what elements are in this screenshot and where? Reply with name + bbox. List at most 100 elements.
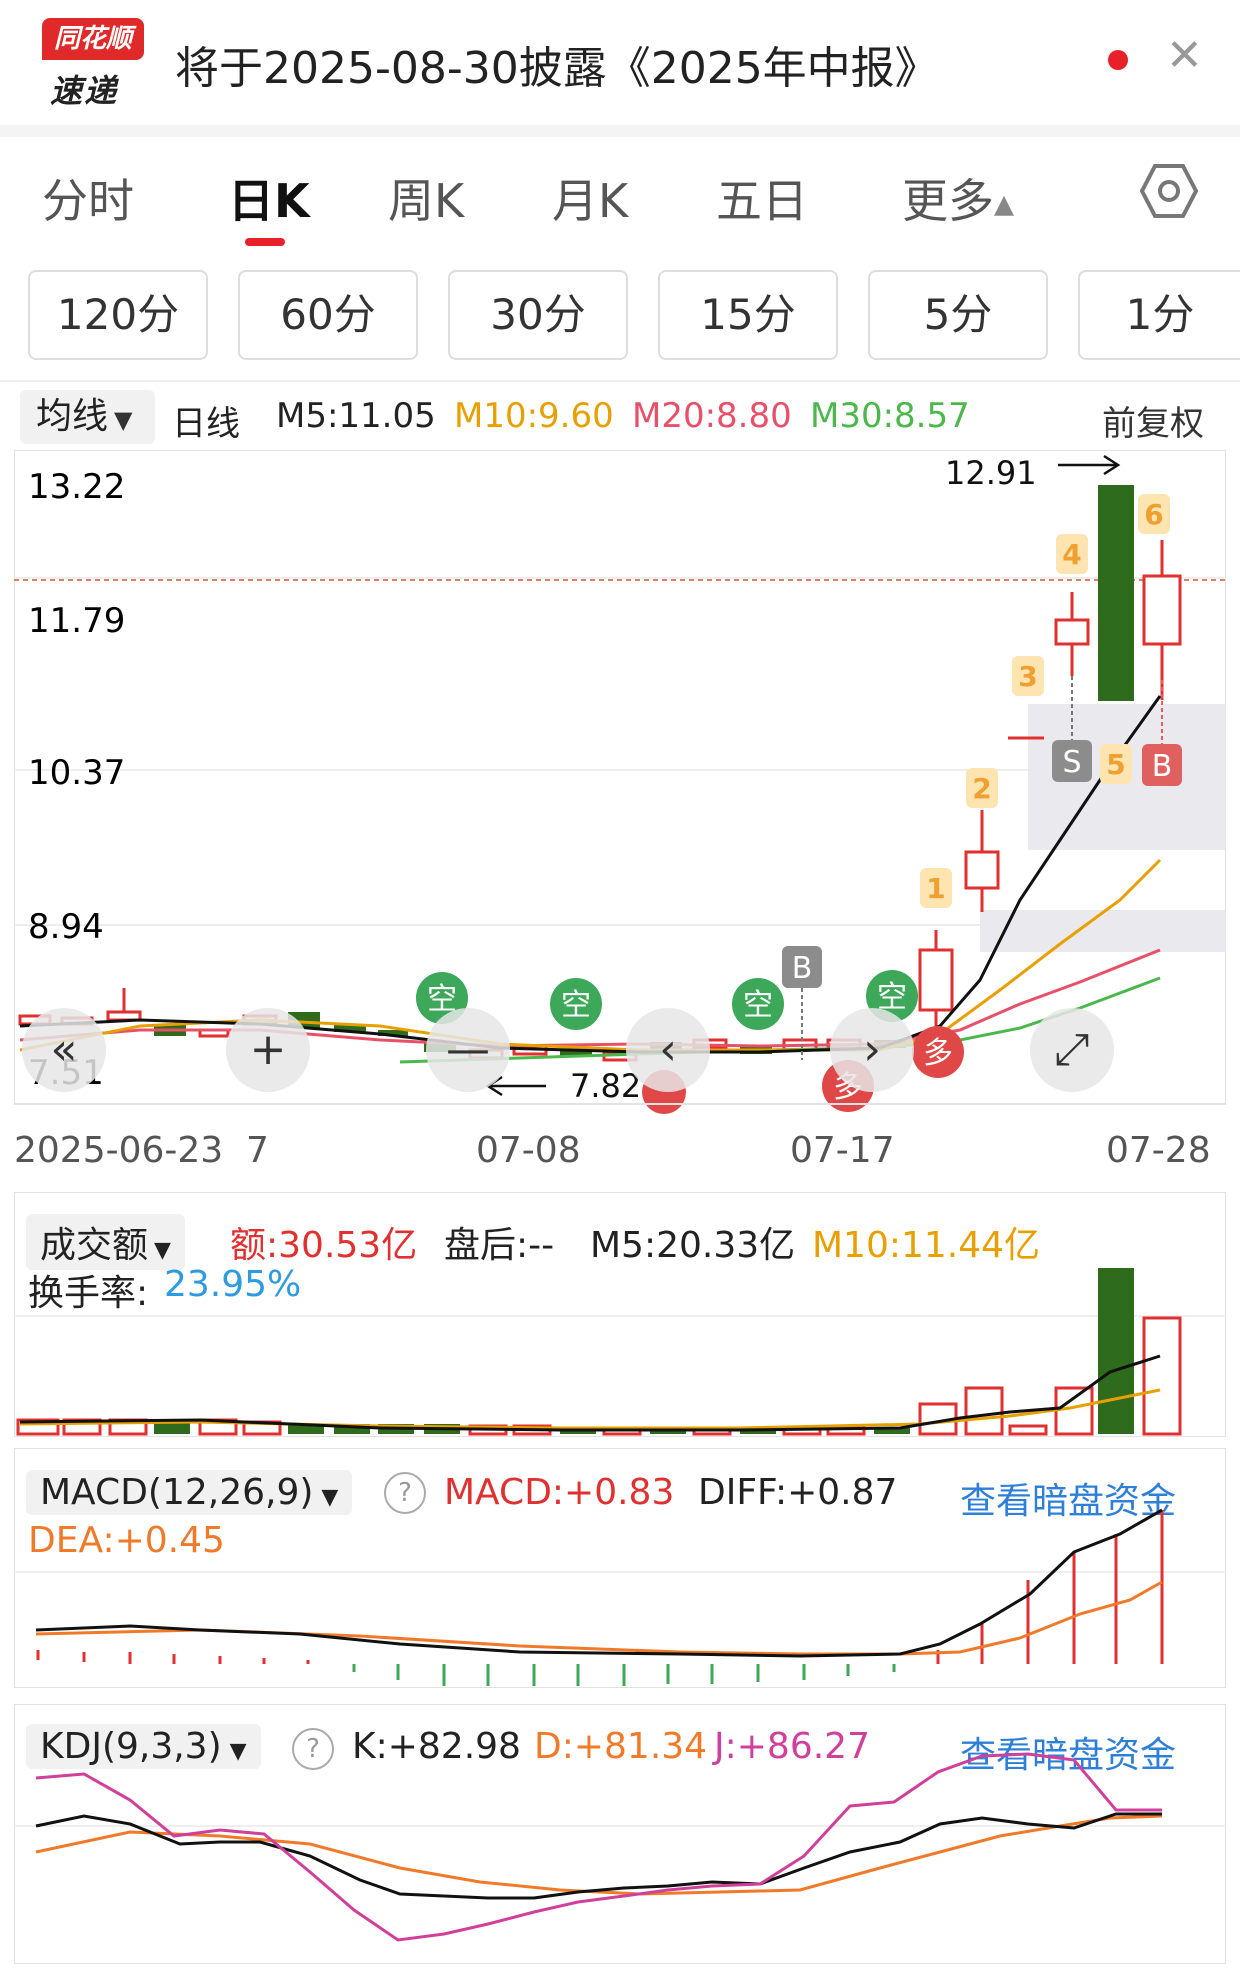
interval-15m-button[interactable]: 15分 [658, 270, 838, 360]
volume-bar [1008, 1424, 1048, 1436]
kdj-k-value: K:+82.98 [352, 1726, 521, 1767]
chevron-down-icon: ▼ [229, 1739, 247, 1764]
low-price-label: 7.82 [570, 1067, 641, 1105]
tab-more[interactable]: 更多▲ [902, 165, 1014, 231]
buy-marker-text: B [1152, 749, 1173, 784]
scroll-far-left-button[interactable]: « [22, 1008, 106, 1092]
y-tick-label: 11.79 [28, 601, 125, 641]
signal-number-2: 2 [972, 772, 991, 805]
x-tick-label-partial: 7 [246, 1130, 269, 1171]
x-tick-label: 07-17 [790, 1130, 895, 1171]
duo-bubble [912, 1026, 964, 1078]
divider [0, 125, 1240, 137]
interval-5m-button[interactable]: 5分 [868, 270, 1048, 360]
ma-selector-label: 均线 [36, 396, 109, 437]
ma5-value: M5:11.05 [276, 396, 436, 436]
tab-minute[interactable]: 分时 [42, 174, 134, 228]
period-label: 日线 [172, 404, 240, 444]
x-tick-label: 07-28 [1106, 1130, 1211, 1171]
signal-number-1: 1 [926, 872, 945, 905]
sell-marker-text: S [1062, 745, 1081, 780]
app-logo: 同花顺 速递 [42, 18, 144, 110]
prev-candle-button[interactable]: ‹ [626, 1008, 710, 1092]
signal-number-5: 5 [1106, 748, 1125, 781]
macd-selector[interactable]: MACD(12,26,9) ▼ [26, 1470, 353, 1515]
kong-text: 空 [743, 988, 773, 1023]
caret-up-icon: ▲ [994, 189, 1014, 220]
candle [378, 1030, 408, 1036]
macd-panel[interactable] [14, 1448, 1226, 1688]
tab-five-day[interactable]: 五日 [716, 174, 808, 228]
close-icon[interactable]: ✕ [1166, 30, 1203, 81]
dark-pool-link[interactable]: 查看暗盘资金 [960, 1481, 1177, 1522]
x-tick-label: 2025-06-23 [14, 1130, 224, 1171]
support-zone [980, 910, 1226, 952]
tab-monthly-k[interactable]: 月K [552, 174, 629, 228]
duo-text: 多 [923, 1036, 953, 1071]
signal-tag-2 [966, 768, 998, 808]
interval-60m-button[interactable]: 60分 [238, 270, 418, 360]
ma30-value: M30:8.57 [810, 396, 970, 436]
notification-banner[interactable]: 同花顺 速递 将于2025-08-30披露《2025年中报》 ✕ [0, 0, 1240, 125]
macd-chart [14, 1508, 1226, 1686]
y-tick-label: 8.94 [28, 907, 104, 947]
interval-1m-button[interactable]: 1分 [1078, 270, 1240, 360]
unread-dot [1108, 50, 1128, 70]
turnover-value: 23.95% [164, 1264, 302, 1305]
signal-tag-4 [1056, 534, 1088, 574]
signal-tag-5 [1100, 744, 1132, 784]
candle [1142, 574, 1182, 646]
macd-histogram [36, 1510, 1164, 1686]
diff-value: DIFF:+0.87 [698, 1472, 898, 1513]
signal-number-3: 3 [1018, 660, 1037, 693]
interval-30m-button[interactable]: 30分 [448, 270, 628, 360]
tab-daily-k[interactable]: 日K [228, 174, 310, 228]
settings-icon[interactable] [1140, 162, 1198, 220]
volume-bar [1054, 1386, 1094, 1436]
fullscreen-button[interactable]: ⤢ [1030, 1008, 1114, 1092]
sell-marker [1052, 740, 1092, 782]
volume-m5-line [19, 1354, 1161, 1432]
banner-title[interactable]: 将于2025-08-30披露《2025年中报》 [175, 43, 939, 94]
macd-value: MACD:+0.83 [444, 1472, 675, 1513]
chevron-down-icon: ▼ [321, 1485, 339, 1510]
volume-selector-label: 成交额 [40, 1225, 149, 1266]
volume-bar [874, 1428, 910, 1434]
interval-120m-button[interactable]: 120分 [28, 270, 208, 360]
volume-chart [14, 1268, 1226, 1436]
volume-panel[interactable] [14, 1192, 1226, 1437]
logo-text-bottom: 速递 [50, 72, 119, 110]
arrow-head [1103, 454, 1121, 476]
help-icon[interactable]: ? [292, 1728, 334, 1770]
signal-tag-6 [1138, 494, 1170, 534]
x-tick-label: 07-08 [476, 1130, 581, 1171]
turnover-label: 换手率: [28, 1273, 149, 1314]
kong-bubble [732, 978, 784, 1030]
volume-amount: 额:30.53亿 [230, 1225, 418, 1266]
after-hours: 盘后:-- [444, 1225, 555, 1266]
y-tick-label: 13.22 [28, 467, 125, 507]
kdj-d-value: D:+81.34 [534, 1726, 708, 1767]
kong-bubble [550, 978, 602, 1030]
volume-bar [1142, 1316, 1182, 1436]
help-icon[interactable]: ? [384, 1472, 426, 1514]
signal-tag-3 [1012, 656, 1044, 696]
zoom-in-button[interactable]: + [226, 1008, 310, 1092]
high-price-label: 12.91 [945, 454, 1037, 492]
volume-bars [16, 1268, 1182, 1436]
volume-selector[interactable]: 成交额 ▼ [26, 1214, 185, 1270]
adjust-mode[interactable]: 前复权 [1102, 404, 1204, 444]
kdj-k-line [35, 1812, 1162, 1900]
ma-selector[interactable]: 均线 ▼ [20, 390, 155, 444]
buy-marker [1142, 744, 1182, 786]
logo-text-top: 同花顺 [42, 18, 144, 60]
next-candle-button[interactable]: › [830, 1008, 914, 1092]
signal-tags: 1 2 3 4 5 6 [920, 494, 1170, 908]
kdj-selector[interactable]: KDJ(9,3,3) ▼ [26, 1724, 261, 1769]
kdj-panel[interactable] [14, 1704, 1226, 1964]
volume-bar [288, 1424, 324, 1434]
chevron-down-icon: ▼ [154, 1238, 171, 1263]
zoom-out-button[interactable]: — [426, 1008, 510, 1092]
tab-weekly-k[interactable]: 周K [388, 174, 465, 228]
ma20-value: M20:8.80 [632, 396, 792, 436]
